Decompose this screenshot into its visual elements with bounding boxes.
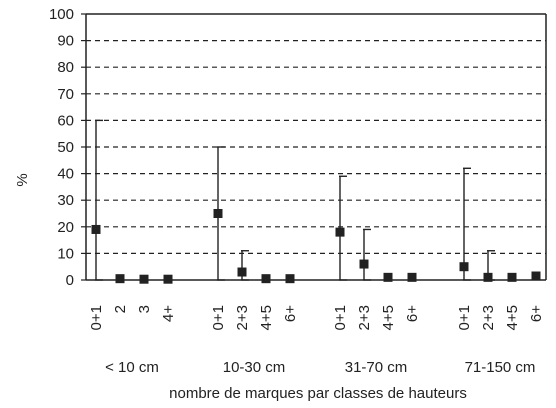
y-tick-label: 70 — [57, 86, 74, 103]
data-point — [459, 262, 469, 272]
category-label: 2+3 — [356, 305, 373, 330]
category-labels: 0+1 2 3 4+ 0+1 2+3 4+5 6+ 0+1 2+3 4+5 6+ 0+1 2+3 4+5 6+ — [88, 305, 545, 331]
category-label: 0+1 — [210, 305, 227, 330]
group-label: 31-70 cm — [345, 359, 408, 376]
data-point — [237, 267, 247, 277]
group-label: 10-30 cm — [223, 359, 286, 376]
category-label: 4+ — [160, 305, 177, 322]
category-label: 6+ — [282, 305, 299, 322]
y-tick-label: 80 — [57, 59, 74, 76]
data-point — [383, 272, 393, 282]
data-point — [359, 259, 369, 269]
data-point — [407, 272, 417, 282]
category-label: 6+ — [404, 305, 421, 322]
data-points — [91, 209, 541, 284]
y-tick-labels: 0 10 20 30 40 50 60 70 80 90 100 — [49, 6, 86, 289]
data-point — [285, 274, 295, 284]
category-label: 0+1 — [88, 305, 105, 330]
data-point — [507, 272, 517, 282]
y-tick-label: 10 — [57, 245, 74, 262]
y-tick-label: 60 — [57, 112, 74, 129]
y-axis-title: % — [14, 173, 31, 186]
data-point — [483, 272, 493, 282]
group-labels: < 10 cm 10-30 cm 31-70 cm 71-150 cm — [105, 359, 535, 376]
y-tick-label: 20 — [57, 219, 74, 236]
y-tick-label: 30 — [57, 192, 74, 209]
data-point — [163, 274, 173, 284]
data-point — [261, 274, 271, 284]
group-label: 71-150 cm — [465, 359, 536, 376]
data-point — [335, 227, 345, 237]
x-axis-title: nombre de marques par classes de hauteur… — [169, 385, 467, 402]
y-tick-label: 100 — [49, 6, 74, 23]
data-point — [115, 274, 125, 284]
category-label: 2+3 — [234, 305, 251, 330]
y-tick-label: 0 — [66, 272, 74, 289]
grid-lines — [86, 39, 546, 254]
group-label: < 10 cm — [105, 359, 159, 376]
y-tick-label: 40 — [57, 166, 74, 183]
data-point — [91, 224, 101, 234]
category-label: 4+5 — [380, 305, 397, 330]
category-label: 4+5 — [258, 305, 275, 330]
data-point — [139, 274, 149, 284]
category-label: 6+ — [528, 305, 545, 322]
category-label: 2 — [112, 305, 129, 313]
y-tick-label: 50 — [57, 139, 74, 156]
y-tick-label: 90 — [57, 33, 74, 50]
data-point — [531, 271, 541, 281]
data-point — [213, 209, 223, 218]
category-label: 0+1 — [332, 305, 349, 330]
category-label: 0+1 — [456, 305, 473, 330]
category-label: 2+3 — [480, 305, 497, 330]
category-label: 3 — [136, 305, 153, 313]
category-label: 4+5 — [504, 305, 521, 330]
